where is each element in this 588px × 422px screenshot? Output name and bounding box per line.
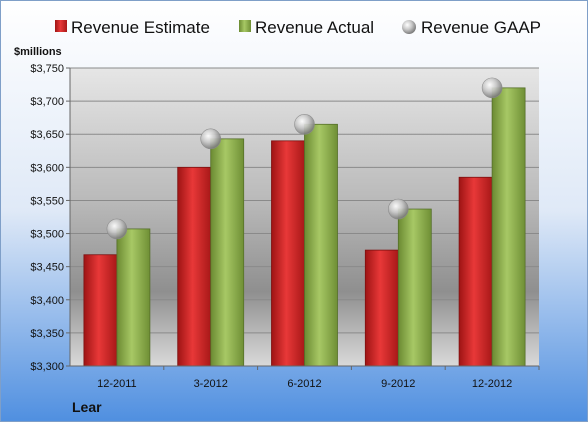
y-tick-label: $3,600	[30, 162, 64, 174]
marker-revenue-gaap	[200, 128, 221, 150]
y-tick-label: $3,750	[30, 63, 64, 75]
marker-revenue-gaap	[387, 198, 409, 220]
y-axis-tick-labels: $3,300 $3,350 $3,400 $3,450 $3,500 $3,550 $3,6…	[30, 63, 64, 373]
legend-label-revenue-estimate: Revenue Estimate	[71, 18, 210, 37]
marker-revenue-gaap	[481, 77, 503, 99]
bar-revenue-actual	[397, 208, 432, 367]
bars	[83, 87, 526, 367]
legend-swatch-revenue-estimate	[55, 20, 67, 32]
y-tick-label: $3,700	[30, 96, 64, 108]
y-axis-unit-label: $millions	[14, 46, 62, 58]
x-tick-label: 3-2012	[194, 378, 228, 390]
bar-revenue-estimate	[83, 254, 118, 367]
y-tick-label: $3,650	[30, 129, 64, 141]
legend-swatch-revenue-actual	[239, 20, 251, 32]
bar-revenue-actual	[116, 228, 151, 367]
bar-revenue-actual	[304, 123, 338, 367]
x-tick-label: 9-2012	[381, 378, 415, 390]
bar-revenue-estimate	[364, 249, 399, 367]
x-tick-label: 12-2012	[472, 378, 512, 390]
legend-marker-revenue-gaap	[402, 20, 416, 34]
gaap-markers	[106, 77, 503, 240]
x-tick-label: 6-2012	[287, 378, 321, 390]
y-tick-label: $3,350	[30, 328, 64, 340]
bar-revenue-estimate	[271, 140, 305, 367]
y-tick-label: $3,450	[30, 262, 64, 274]
x-axis-tick-labels: 12-2011 3-2012 6-2012 9-2012 12-2012	[97, 366, 540, 390]
legend-label-revenue-actual: Revenue Actual	[255, 18, 374, 37]
company-label: Lear	[72, 399, 102, 415]
bar-revenue-actual	[491, 87, 526, 367]
legend-label-revenue-gaap: Revenue GAAP	[421, 18, 541, 37]
marker-revenue-gaap	[294, 113, 315, 135]
marker-revenue-gaap	[106, 218, 128, 240]
legend: Revenue Estimate Revenue Actual Revenue …	[55, 18, 541, 37]
bar-revenue-estimate	[458, 176, 493, 367]
y-tick-label: $3,500	[30, 229, 64, 241]
y-tick-label: $3,400	[30, 295, 64, 307]
bar-revenue-actual	[210, 138, 245, 367]
y-tick-label: $3,300	[30, 361, 64, 373]
y-tick-label: $3,550	[30, 195, 64, 207]
x-tick-label: 12-2011	[97, 378, 137, 390]
bar-revenue-estimate	[177, 166, 212, 367]
